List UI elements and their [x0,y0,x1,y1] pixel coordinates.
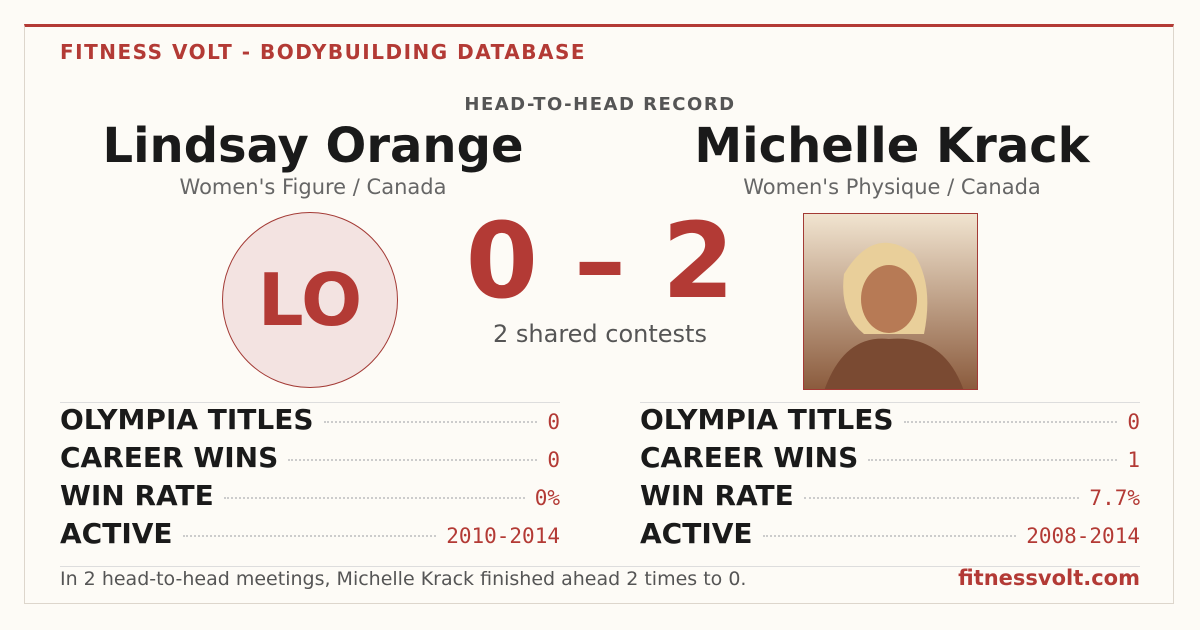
stat-row: WIN RATE 0% [60,479,560,517]
stat-row: CAREER WINS 1 [640,441,1140,479]
leader [182,535,437,537]
avatar: LO [222,212,398,388]
right-name: Michelle Krack [694,118,1090,174]
card [24,24,1174,604]
photo-art [804,214,977,389]
stat-value: 0% [534,486,560,510]
stat-value: 1 [1127,448,1140,472]
site: fitnessvolt.com [958,566,1140,590]
stat-label: CAREER WINS [640,441,859,474]
left-subtitle: Women's Figure / Canada [179,175,447,199]
left-stats: OLYMPIA TITLES 0 CAREER WINS 0 WIN RATE 0% ACT… [60,402,560,555]
stat-row: CAREER WINS 0 [60,441,560,479]
stat-value: 0 [1127,410,1140,434]
title: HEAD-TO-HEAD RECORD [464,94,736,115]
stat-value: 2010-2014 [446,524,560,548]
score: 0–2 [0,200,1200,322]
stat-label: OLYMPIA TITLES [60,403,314,436]
leader [803,497,1080,499]
leader [323,421,538,423]
stat-row: OLYMPIA TITLES 0 [640,403,1140,441]
footer-rule [60,566,1140,567]
stat-label: WIN RATE [640,479,794,512]
stat-label: CAREER WINS [60,441,279,474]
stat-row: WIN RATE 7.7% [640,479,1140,517]
stat-row: ACTIVE 2010-2014 [60,517,560,555]
score-separator: – [574,200,626,322]
stat-label: OLYMPIA TITLES [640,403,894,436]
score-left: 0 [465,200,538,322]
stat-value: 7.7% [1089,486,1140,510]
brand: FITNESS VOLT - BODYBUILDING DATABASE [60,40,587,64]
stat-row: OLYMPIA TITLES 0 [60,403,560,441]
caption: 2 shared contests [493,320,707,348]
right-stats: OLYMPIA TITLES 0 CAREER WINS 1 WIN RATE 7.7% A… [640,402,1140,555]
leader [288,459,538,461]
photo [803,213,978,390]
stat-label: ACTIVE [60,517,173,550]
leader [762,535,1017,537]
leader [223,497,525,499]
stat-value: 0 [547,410,560,434]
footer-text: In 2 head-to-head meetings, Michelle Kra… [60,568,747,590]
leader [903,421,1118,423]
leader [868,459,1118,461]
score-right: 2 [662,200,735,322]
stat-value: 2008-2014 [1026,524,1140,548]
stat-label: WIN RATE [60,479,214,512]
stat-value: 0 [547,448,560,472]
stat-row: ACTIVE 2008-2014 [640,517,1140,555]
left-name: Lindsay Orange [102,118,524,174]
right-subtitle: Women's Physique / Canada [743,175,1041,199]
stat-label: ACTIVE [640,517,753,550]
